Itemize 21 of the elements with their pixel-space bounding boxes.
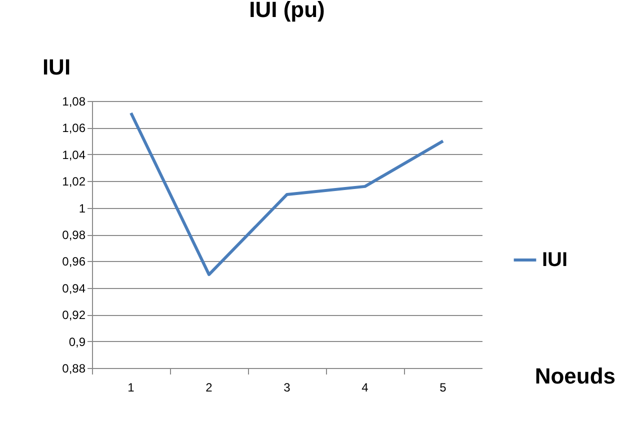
y-tick-label: 1 [78, 201, 86, 216]
chart-title: IUI (pu) [249, 0, 325, 22]
x-axis-title: Noeuds [534, 364, 616, 388]
y-tick-label: 0,96 [62, 254, 86, 269]
legend-label: IUI [542, 249, 568, 271]
y-axis-title: IUI [42, 54, 71, 80]
y-tick-label: 0,88 [62, 362, 86, 376]
line-series [130, 112, 444, 276]
y-tick-label: 1,08 [62, 94, 86, 108]
y-tick-label: 0,98 [62, 228, 86, 242]
x-tick-label: 4 [362, 380, 369, 394]
x-tick-label: 2 [206, 380, 213, 394]
y-tick-label: 1,02 [62, 174, 86, 189]
y-tick-label: 1,06 [62, 121, 86, 136]
x-tick-label: 1 [128, 380, 135, 394]
y-tick-label: 0,92 [62, 308, 86, 322]
x-tick-label: 5 [440, 380, 447, 394]
y-tick-label: 0,94 [62, 281, 86, 296]
y-tick-label: 0,9 [68, 334, 86, 349]
x-tick-label: 3 [284, 380, 291, 394]
y-tick-label: 1,04 [62, 148, 86, 162]
